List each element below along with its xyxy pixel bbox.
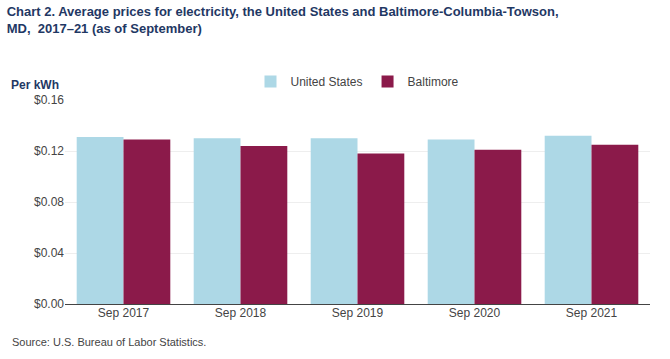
- svg-text:$0.16: $0.16: [34, 93, 64, 107]
- svg-text:Sep 2018: Sep 2018: [215, 306, 267, 320]
- svg-text:Per kWh: Per kWh: [11, 78, 59, 92]
- svg-text:Sep 2021: Sep 2021: [566, 306, 618, 320]
- svg-text:$0.04: $0.04: [34, 246, 64, 260]
- svg-text:$0.08: $0.08: [34, 195, 64, 209]
- svg-text:Sep 2020: Sep 2020: [449, 306, 501, 320]
- svg-text:Baltimore: Baltimore: [408, 75, 459, 89]
- svg-text:$0.12: $0.12: [34, 144, 64, 158]
- svg-text:Sep 2017: Sep 2017: [98, 306, 150, 320]
- svg-text:United States: United States: [291, 75, 363, 89]
- svg-text:Source: U.S. Bureau of Labor S: Source: U.S. Bureau of Labor Statistics.: [12, 336, 206, 348]
- svg-text:Chart 2. Average prices for el: Chart 2. Average prices for electricity,…: [7, 4, 559, 36]
- svg-text:Sep 2019: Sep 2019: [332, 306, 384, 320]
- svg-text:$0.00: $0.00: [34, 297, 64, 311]
